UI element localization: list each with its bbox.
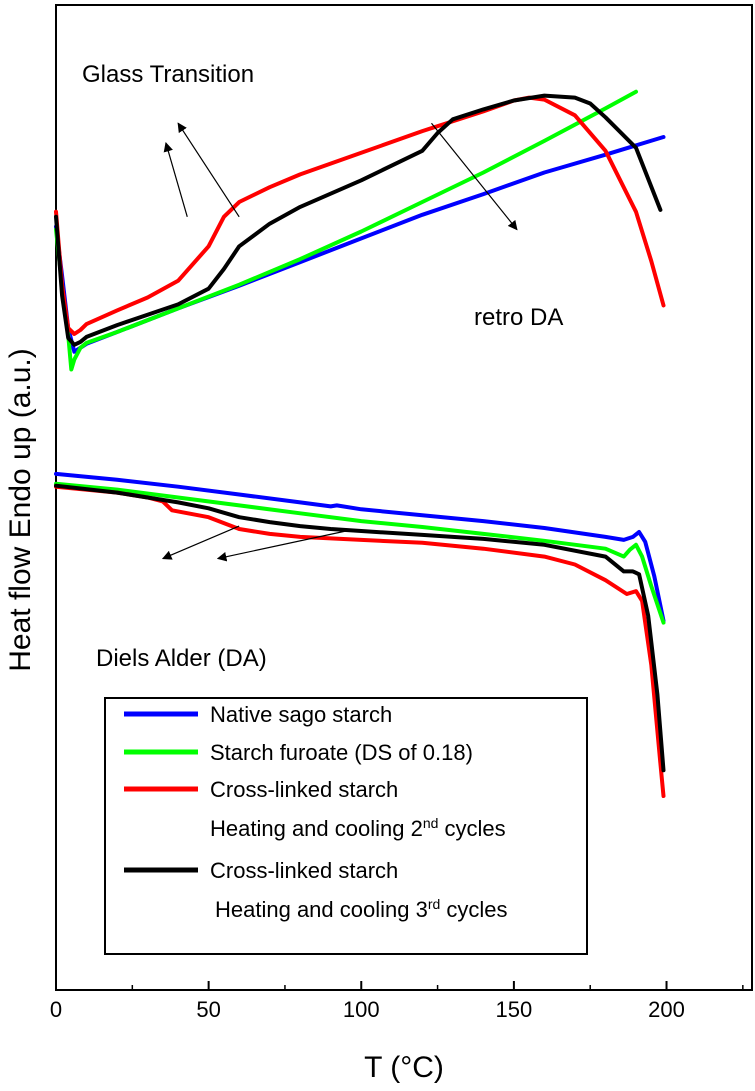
diels-alder-annotation: Diels Alder (DA) (96, 645, 267, 672)
x-tick-label-0: 0 (50, 997, 62, 1022)
series-1-heating-line (54, 89, 638, 372)
series-3-cooling-line (54, 483, 666, 773)
glass-transition-arrow-2 (177, 122, 240, 218)
glass-transition-annotation: Glass Transition (82, 61, 254, 88)
legend-label-1: Starch furoate (DS of 0.18) (210, 740, 473, 765)
retro-da-arrow (431, 122, 518, 231)
legend-box (104, 697, 588, 955)
series-2-cooling-line (54, 484, 666, 798)
x-tick-label-100: 100 (343, 997, 380, 1022)
legend-sublabel-2: Heating and cooling 2nd cycles (210, 815, 506, 841)
legend-sublabel-3: Heating and cooling 3rd cycles (215, 896, 508, 922)
series-0-cooling-line (54, 471, 666, 623)
series-2-heating-line (54, 95, 666, 336)
series-1-cooling-line (54, 481, 666, 625)
glass-transition-arrow-1 (163, 141, 188, 217)
diels-alder-arrow-2 (216, 530, 347, 562)
legend: Native sago starch Starch furoate (DS of … (104, 697, 588, 955)
legend-label-3: Cross-linked starch (210, 858, 398, 883)
retro-da-annotation: retro DA (474, 304, 563, 331)
legend-label-0: Native sago starch (210, 702, 392, 727)
legend-label-2: Cross-linked starch (210, 777, 398, 802)
x-axis-label: T (°C) (364, 1051, 444, 1084)
y-axis-label: Heat flow Endo up (a.u.) (4, 348, 37, 672)
diels-alder-arrow-1 (161, 525, 240, 560)
x-tick-label-50: 50 (196, 997, 220, 1022)
series-3-heating-line (54, 93, 663, 347)
x-tick-label-200: 200 (648, 997, 685, 1022)
plot-frame (55, 4, 753, 991)
x-tick-label-150: 150 (496, 997, 533, 1022)
